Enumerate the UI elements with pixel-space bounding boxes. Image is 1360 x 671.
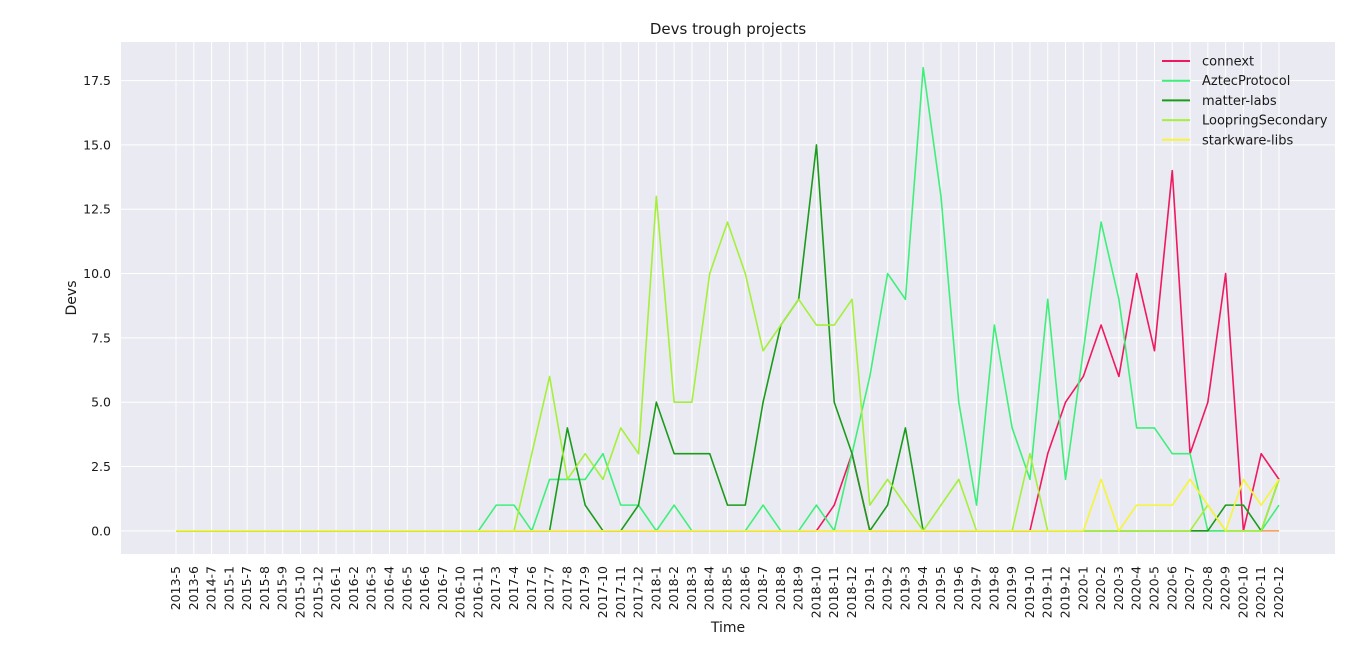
- y-tick-labels: 0.0 2.5 5.0 7.5 10.0 12.5 15.0 17.5: [83, 73, 111, 538]
- y-tick-label: 10.0: [83, 266, 111, 281]
- x-tick-label: 2020-1: [1075, 566, 1090, 610]
- x-tick-label: 2014-7: [204, 566, 219, 610]
- grid: [121, 42, 1335, 554]
- y-tick-label: 0.0: [91, 523, 111, 538]
- y-tick-label: 5.0: [91, 395, 111, 410]
- series-line-starkware-libs: [176, 478, 1280, 532]
- x-tick-label: 2018-5: [720, 566, 735, 610]
- x-tick-label: 2019-9: [1004, 566, 1019, 610]
- x-tick-label: 2017-4: [506, 566, 521, 610]
- legend-label-connext: connext: [1202, 55, 1254, 70]
- x-tick-label: 2020-11: [1253, 566, 1268, 618]
- x-tick-label: 2019-12: [1058, 566, 1073, 618]
- x-tick-label: 2016-10: [453, 566, 468, 618]
- x-tick-label: 2016-4: [381, 566, 396, 610]
- x-tick-label: 2019-7: [969, 566, 984, 610]
- legend-label-matter-labs: matter-labs: [1202, 94, 1277, 109]
- x-tick-label: 2016-1: [328, 566, 343, 610]
- x-tick-label: 2019-1: [862, 566, 877, 610]
- x-tick-label: 2020-2: [1093, 566, 1108, 610]
- legend: connext AztecProtocol matter-labs LoopringS…: [1162, 55, 1328, 148]
- x-tick-label: 2019-4: [915, 566, 930, 610]
- x-tick-label: 2020-4: [1129, 566, 1144, 610]
- x-tick-label: 2019-8: [986, 566, 1001, 610]
- x-tick-label: 2017-11: [613, 566, 628, 618]
- x-tick-label: 2018-9: [791, 566, 806, 610]
- x-tick-label: 2017-6: [524, 566, 539, 610]
- x-tick-label: 2015-1: [221, 566, 236, 610]
- x-tick-label: 2019-10: [1022, 566, 1037, 618]
- x-tick-label: 2015-8: [257, 566, 272, 610]
- x-tick-label: 2020-9: [1218, 566, 1233, 610]
- x-tick-label: 2019-5: [933, 566, 948, 610]
- x-tick-labels: 2013-5 2013-6 2014-7 2015-1 2015-7 2015-8 2015…: [168, 566, 1286, 618]
- legend-label-loopringsecondary: LoopringSecondary: [1202, 114, 1328, 129]
- x-tick-label: 2017-10: [595, 566, 610, 618]
- y-tick-label: 15.0: [83, 137, 111, 152]
- x-tick-label: 2019-11: [1040, 566, 1055, 618]
- x-tick-label: 2020-3: [1111, 566, 1126, 610]
- chart-title: Devs trough projects: [650, 20, 806, 38]
- x-tick-label: 2017-8: [559, 566, 574, 610]
- x-tick-label: 2018-2: [666, 566, 681, 610]
- x-tick-label: 2018-6: [737, 566, 752, 610]
- x-tick-label: 2020-10: [1235, 566, 1250, 618]
- x-tick-label: 2013-5: [168, 566, 183, 610]
- y-tick-label: 12.5: [83, 202, 111, 217]
- x-tick-label: 2017-12: [631, 566, 646, 618]
- x-tick-label: 2016-2: [346, 566, 361, 610]
- x-tick-label: 2020-6: [1164, 566, 1179, 610]
- x-tick-label: 2016-6: [417, 566, 432, 610]
- x-tick-label: 2017-3: [488, 566, 503, 610]
- x-tick-label: 2019-2: [880, 566, 895, 610]
- x-tick-label: 2018-8: [773, 566, 788, 610]
- x-tick-label: 2015-9: [275, 566, 290, 610]
- x-tick-label: 2018-12: [844, 566, 859, 618]
- x-tick-label: 2019-6: [951, 566, 966, 610]
- y-tick-label: 2.5: [91, 459, 111, 474]
- x-tick-label: 2018-11: [826, 566, 841, 618]
- x-tick-label: 2018-7: [755, 566, 770, 610]
- y-tick-label: 7.5: [91, 330, 111, 345]
- y-tick-label: 17.5: [83, 73, 111, 88]
- x-tick-label: 2016-11: [470, 566, 485, 618]
- x-tick-label: 2020-5: [1146, 566, 1161, 610]
- x-tick-label: 2018-3: [684, 566, 699, 610]
- x-tick-label: 2018-1: [648, 566, 663, 610]
- x-tick-label: 2018-10: [808, 566, 823, 618]
- x-tick-label: 2019-3: [897, 566, 912, 610]
- x-tick-label: 2015-10: [293, 566, 308, 618]
- x-tick-label: 2020-8: [1200, 566, 1215, 610]
- x-tick-label: 2016-5: [399, 566, 414, 610]
- x-tick-label: 2017-7: [542, 566, 557, 610]
- legend-label-starkware-libs: starkware-libs: [1202, 133, 1294, 148]
- x-tick-label: 2018-4: [702, 566, 717, 610]
- x-tick-label: 2017-9: [577, 566, 592, 610]
- x-tick-label: 2013-6: [186, 566, 201, 610]
- x-tick-label: 2020-12: [1271, 566, 1286, 618]
- x-axis-label: Time: [710, 620, 745, 636]
- x-tick-label: 2016-7: [435, 566, 450, 610]
- x-tick-label: 2016-3: [364, 566, 379, 610]
- legend-label-aztecprotocol: AztecProtocol: [1202, 74, 1290, 89]
- x-tick-label: 2015-12: [310, 566, 325, 618]
- x-tick-label: 2015-7: [239, 566, 254, 610]
- x-tick-label: 2020-7: [1182, 566, 1197, 610]
- y-axis-label: Devs: [64, 281, 80, 316]
- series-lines: [176, 66, 1280, 532]
